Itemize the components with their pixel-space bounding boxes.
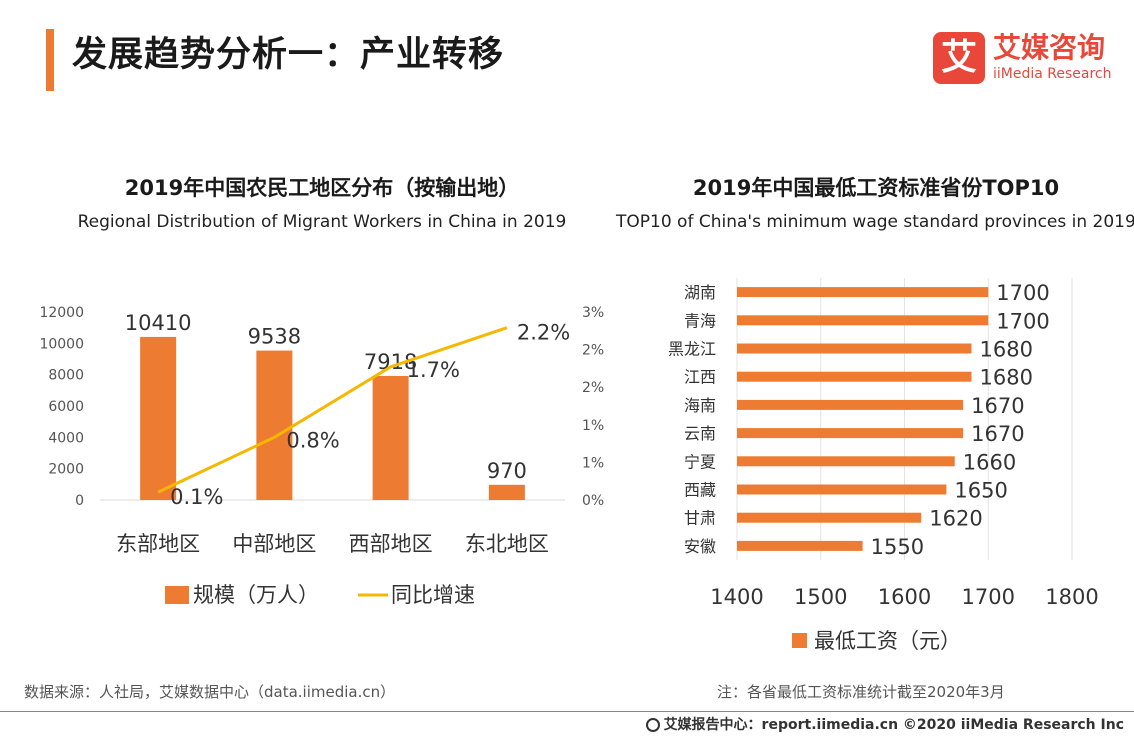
page-title: 发展趋势分析一：产业转移 <box>72 35 505 75</box>
x-axis-tick-label: 1500 <box>794 585 847 609</box>
right-axis-tick-label: 3% <box>582 305 604 321</box>
bar-data-label: 9538 <box>248 325 301 349</box>
province-label: 安徽 <box>684 537 716 556</box>
left-axis-tick-label: 2000 <box>48 462 84 478</box>
iimedia-logo: 艾 艾媒咨询 iiMedia Research <box>933 32 1113 86</box>
right-axis-tick-label: 2% <box>582 343 604 359</box>
category-label: 东北地区 <box>465 532 549 556</box>
right-axis-tick-label: 0% <box>582 493 604 509</box>
bar-data-label: 1670 <box>971 394 1024 418</box>
line-data-label: 0.1% <box>170 485 223 509</box>
legend-swatch <box>792 633 807 648</box>
x-axis-tick-label: 1600 <box>878 585 931 609</box>
line-data-label: 1.7% <box>407 358 460 382</box>
left-chart-title: 2019年中国农民工地区分布（按输出地） <box>124 176 520 200</box>
right-axis-tick-label: 1% <box>582 455 604 471</box>
logo-chinese-name: 艾媒咨询 <box>993 31 1106 64</box>
line-data-label: 2.2% <box>517 321 570 345</box>
bar <box>737 287 989 298</box>
left-axis-tick-label: 12000 <box>39 305 84 321</box>
bar-data-label: 1700 <box>996 309 1049 333</box>
province-label: 甘肃 <box>684 509 716 528</box>
logo-mark-icon: 艾 <box>933 32 985 84</box>
bar-data-label: 10410 <box>125 311 192 335</box>
province-label: 黑龙江 <box>668 340 716 359</box>
right-chart-subtitle: TOP10 of China's minimum wage standard p… <box>616 212 1134 232</box>
legend-bar-swatch <box>165 586 189 604</box>
bar-data-label: 1660 <box>963 450 1016 474</box>
right-axis-tick-label: 1% <box>582 418 604 434</box>
footer-text: 艾媒报告中心：report.iimedia.cn ©2020 iiMedia R… <box>663 717 1124 733</box>
right-chart-title: 2019年中国最低工资标准省份TOP10 <box>692 176 1060 200</box>
migrant-workers-chart: 0 2000 4000 6000 8000 10000 12000 0% 1% 1% 2% 2% 3% 1… <box>39 305 604 607</box>
bar <box>737 512 922 523</box>
x-axis-tick-label: 1800 <box>1045 585 1098 609</box>
globe-icon <box>645 718 660 732</box>
bar-data-label: 1650 <box>954 479 1007 503</box>
category-label: 中部地区 <box>232 532 316 556</box>
title-accent-bar <box>46 29 54 91</box>
left-chart-subtitle: Regional Distribution of Migrant Workers… <box>77 212 567 232</box>
left-axis-tick-label: 6000 <box>48 399 84 415</box>
footer: 艾媒报告中心：report.iimedia.cn ©2020 iiMedia R… <box>645 714 1124 734</box>
bar <box>737 428 964 439</box>
footer-divider <box>0 711 1134 712</box>
right-axis-tick-label: 2% <box>582 380 604 396</box>
bar-data-label: 1680 <box>980 338 1033 362</box>
minimum-wage-chart: 1400 1500 1600 1700 1800 湖南 1700 青海 1700 黑龙江 1680 江… <box>668 278 1099 653</box>
bar <box>737 343 972 354</box>
category-label: 西部地区 <box>349 532 433 556</box>
bar <box>372 375 409 500</box>
province-label: 湖南 <box>684 283 716 302</box>
bar-data-label: 1680 <box>980 366 1033 390</box>
bar <box>737 484 947 495</box>
category-label: 东部地区 <box>116 532 200 556</box>
growth-rate-line <box>157 326 508 494</box>
bar <box>488 484 525 500</box>
left-axis-tick-label: 8000 <box>48 368 84 384</box>
legend-line-label: 同比增速 <box>391 583 475 607</box>
left-axis-tick-label: 0 <box>75 493 84 509</box>
bar-data-label: 1620 <box>929 507 982 531</box>
bar <box>256 350 293 500</box>
province-label: 江西 <box>684 368 716 387</box>
x-axis-tick-label: 1700 <box>962 585 1015 609</box>
wage-note: 注：各省最低工资标准统计截至2020年3月 <box>717 683 1005 701</box>
bar-data-label: 1550 <box>871 535 924 559</box>
province-label: 云南 <box>684 424 716 443</box>
x-axis-tick-label: 1400 <box>710 585 763 609</box>
legend-bar-label: 规模（万人） <box>193 583 319 607</box>
province-label: 西藏 <box>684 481 716 500</box>
province-label: 海南 <box>684 396 716 415</box>
logo-english-name: iiMedia Research <box>993 66 1112 82</box>
line-data-label: 0.8% <box>286 428 339 452</box>
left-axis-tick-label: 4000 <box>48 430 84 446</box>
bar <box>737 540 863 551</box>
left-axis-tick-label: 10000 <box>39 336 84 352</box>
data-source: 数据来源：人社局，艾媒数据中心（data.iimedia.cn） <box>24 683 396 701</box>
bar <box>140 336 177 500</box>
province-label: 宁夏 <box>684 452 716 471</box>
bar <box>737 456 955 467</box>
bar-data-label: 1700 <box>996 281 1049 305</box>
bar <box>737 371 972 382</box>
bar-data-label: 970 <box>487 459 527 483</box>
bar <box>737 399 964 410</box>
province-label: 青海 <box>684 311 716 330</box>
bar <box>737 315 989 326</box>
legend-label: 最低工资（元） <box>814 629 961 653</box>
bar-data-label: 1670 <box>971 422 1024 446</box>
